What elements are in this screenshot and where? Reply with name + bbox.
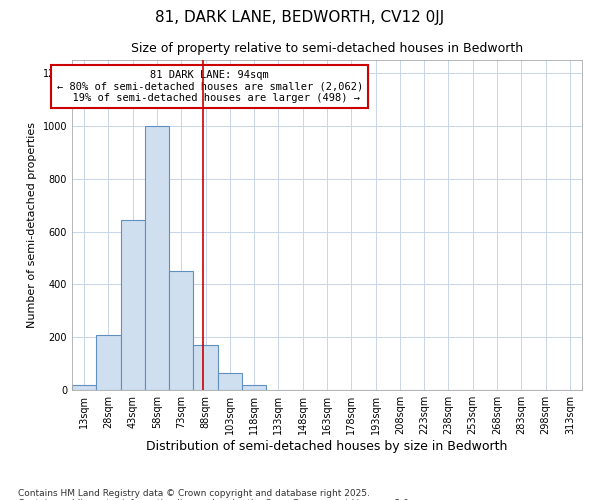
Bar: [218, 373, 242, 390]
Bar: [242, 384, 266, 390]
Bar: [96, 334, 121, 390]
Text: Contains public sector information licensed under the Open Government Licence v3: Contains public sector information licen…: [18, 498, 412, 500]
Bar: [169, 271, 193, 390]
Bar: [145, 126, 169, 390]
Bar: [121, 220, 145, 390]
Title: Size of property relative to semi-detached houses in Bedworth: Size of property relative to semi-detach…: [131, 42, 523, 54]
X-axis label: Distribution of semi-detached houses by size in Bedworth: Distribution of semi-detached houses by …: [146, 440, 508, 453]
Text: Contains HM Land Registry data © Crown copyright and database right 2025.: Contains HM Land Registry data © Crown c…: [18, 488, 370, 498]
Text: 81, DARK LANE, BEDWORTH, CV12 0JJ: 81, DARK LANE, BEDWORTH, CV12 0JJ: [155, 10, 445, 25]
Bar: [72, 384, 96, 390]
Y-axis label: Number of semi-detached properties: Number of semi-detached properties: [27, 122, 37, 328]
Text: 81 DARK LANE: 94sqm
← 80% of semi-detached houses are smaller (2,062)
  19% of s: 81 DARK LANE: 94sqm ← 80% of semi-detach…: [56, 70, 363, 103]
Bar: [193, 345, 218, 390]
